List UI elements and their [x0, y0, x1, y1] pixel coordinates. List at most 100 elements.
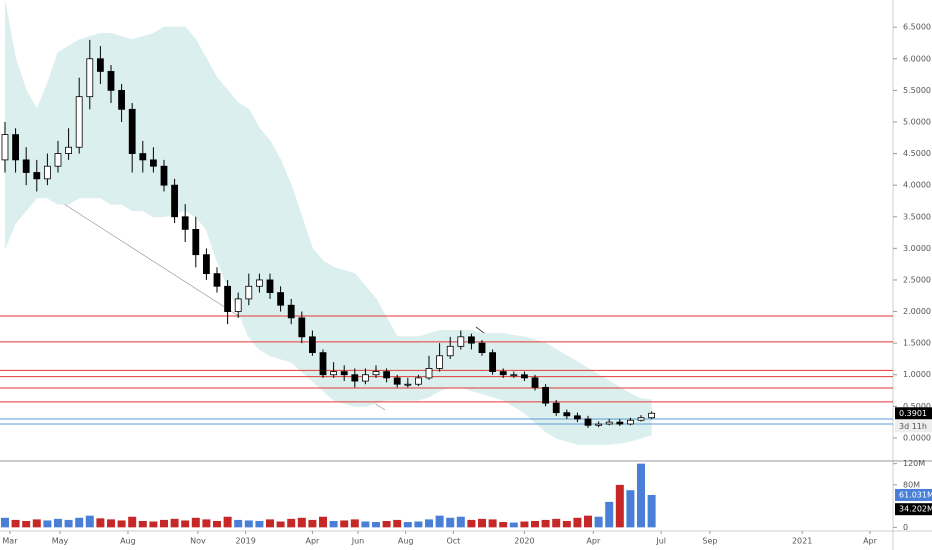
volume-bar: [170, 518, 179, 528]
candle-body: [255, 279, 263, 287]
candle-body: [627, 419, 634, 425]
candle-body: [139, 153, 147, 161]
volume-last-tag-bg: [895, 488, 932, 501]
volume-bar: [43, 520, 52, 528]
x-tick-label: Jul: [655, 537, 666, 546]
volume-bar: [615, 484, 624, 528]
last-price-tag-bg: [895, 407, 932, 420]
candle-body: [425, 368, 433, 379]
volume-last-tag: 61.031M: [899, 490, 932, 499]
candle-body: [648, 412, 656, 419]
volume-bar: [64, 519, 73, 528]
x-tick-label: Sep: [702, 537, 717, 546]
band-upper: [4, 1, 652, 401]
volume-bar: [181, 520, 190, 528]
volume-bar: [340, 520, 349, 528]
candle-body: [107, 71, 115, 91]
volume-bar: [350, 519, 359, 528]
candle-body: [415, 377, 422, 385]
y-tick-label: 6.5000: [903, 23, 931, 32]
volume-bar: [96, 518, 105, 528]
candle-body: [309, 336, 316, 354]
candle-body: [563, 412, 571, 417]
volume-bar: [509, 522, 518, 528]
candle-body: [531, 377, 539, 388]
volume-bar: [138, 520, 147, 528]
volume-bar: [11, 519, 20, 528]
volume-bar: [478, 518, 487, 528]
y-tick-label: 0.0000: [903, 433, 931, 442]
x-tick-label: Apr: [305, 537, 320, 546]
y-tick-label: 0.5000: [903, 402, 931, 411]
volume-bar: [159, 519, 168, 528]
volume-bar: [552, 518, 561, 528]
y-tick-label: 4.5000: [903, 149, 931, 158]
candle-body: [213, 273, 221, 287]
x-tick-label: Apr: [586, 537, 601, 546]
x-tick-label: May: [52, 537, 69, 546]
y-tick-label: 1.0000: [903, 370, 931, 379]
x-tick-label: Apr: [863, 537, 878, 546]
volume-bar: [149, 521, 158, 528]
y-tick-label: 3.5000: [903, 212, 931, 221]
candle-body: [266, 279, 274, 293]
candle-body: [149, 159, 157, 167]
x-tick-label: Aug: [120, 537, 136, 546]
y-tick-label: 6.0000: [903, 54, 931, 63]
candle-body: [404, 383, 412, 386]
candle-body: [605, 421, 613, 425]
x-tick-label: Mar: [2, 537, 18, 546]
volume-bar: [435, 515, 444, 528]
candle-body: [118, 89, 125, 110]
candle-body: [128, 108, 136, 154]
volume-bar: [85, 515, 94, 528]
volume-bar: [647, 494, 656, 528]
candle-body: [542, 386, 550, 404]
candle-body: [298, 317, 306, 338]
volume-bar: [212, 520, 221, 528]
candle-body: [192, 228, 200, 256]
candle-body: [595, 423, 603, 426]
volume-bar: [594, 516, 603, 528]
band-lower: [4, 197, 652, 445]
volume-tick-label: 120M: [903, 459, 925, 468]
candle-body: [393, 377, 401, 385]
candle-body: [499, 371, 507, 376]
x-tick-label: Jun: [351, 537, 365, 546]
candle-body: [96, 58, 104, 72]
volume-bar: [456, 516, 465, 528]
countdown-bg: [895, 420, 932, 433]
volume-bar: [32, 519, 41, 528]
candle-body: [616, 421, 624, 425]
candle-body: [510, 374, 518, 377]
volume-bar: [255, 520, 264, 528]
volume-bar: [488, 519, 497, 528]
volume-bar: [446, 517, 455, 528]
volume-bar: [319, 516, 328, 528]
volume-bar: [223, 516, 232, 528]
candle-body: [574, 415, 581, 420]
volume-bar: [276, 521, 285, 528]
candle-body: [75, 96, 83, 148]
candle-body: [468, 336, 475, 344]
volume-bar: [361, 521, 370, 528]
volume-bar: [531, 520, 540, 528]
volume-bar: [382, 520, 391, 528]
candle-body: [287, 304, 295, 319]
volume-bar: [626, 490, 635, 528]
x-tick-label: Oct: [446, 537, 460, 546]
volume-tick-label: 0: [903, 523, 908, 532]
volume-bar: [372, 522, 381, 528]
countdown: 3d 11h: [899, 422, 927, 431]
volume-bar: [297, 517, 306, 528]
candle-body: [22, 159, 30, 173]
volume-bar: [244, 520, 253, 528]
candle-body: [351, 374, 359, 382]
candle-body: [478, 342, 486, 354]
volume-bar: [499, 522, 508, 528]
volume-bar: [106, 519, 115, 528]
last-price-tag: 0.3901: [899, 409, 927, 418]
volume-bar: [202, 519, 211, 528]
candle-body: [245, 285, 253, 300]
candle-body: [33, 172, 41, 180]
